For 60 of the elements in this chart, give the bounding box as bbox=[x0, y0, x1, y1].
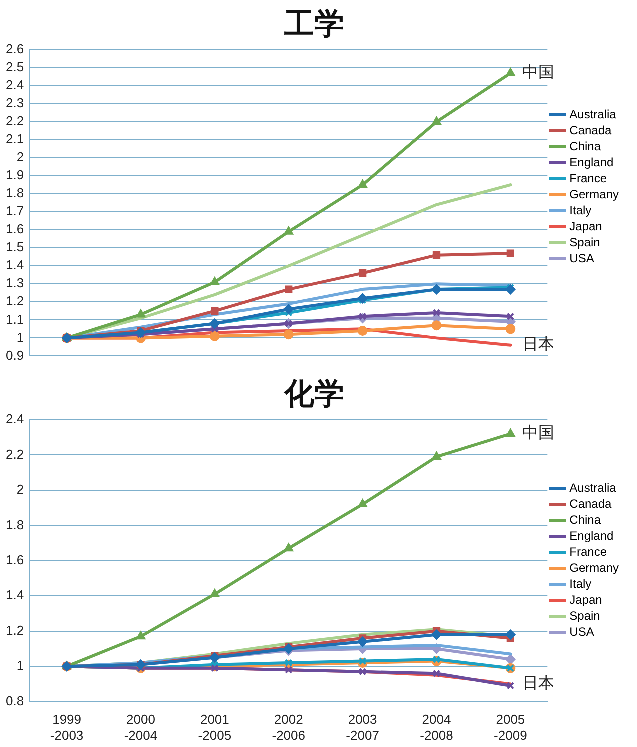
y-tick-label: 1.8 bbox=[6, 186, 24, 201]
y-tick-label: 1.4 bbox=[6, 588, 24, 603]
y-tick-label: 2.2 bbox=[6, 114, 24, 129]
y-tick-label: 2.1 bbox=[6, 132, 24, 147]
y-tick-label: 1.6 bbox=[6, 222, 24, 237]
legend-label: Germany bbox=[570, 187, 620, 202]
x-tick-label: 2000 -2004 bbox=[124, 712, 158, 743]
legend-label: Japan bbox=[570, 219, 602, 234]
legend-label: France bbox=[570, 544, 608, 559]
chart-title: 工学 bbox=[284, 6, 344, 42]
legend-label: China bbox=[570, 139, 602, 154]
y-tick-label: 1.7 bbox=[6, 204, 24, 219]
y-tick-label: 2 bbox=[16, 482, 24, 498]
legend-label: USA bbox=[570, 624, 594, 639]
x-tick-label: 2005 -2009 bbox=[494, 712, 528, 743]
legend-label: Australia bbox=[570, 480, 617, 495]
y-tick-label: 1.2 bbox=[6, 294, 24, 309]
x-tick-label: 2004 -2008 bbox=[420, 712, 454, 743]
y-tick-label: 1.1 bbox=[6, 312, 24, 327]
annotation: 日本 bbox=[522, 334, 555, 354]
y-tick-label: 0.8 bbox=[6, 693, 24, 708]
y-tick-label: 1 bbox=[16, 330, 24, 345]
annotation: 中国 bbox=[522, 423, 555, 442]
legend-label: USA bbox=[570, 251, 594, 266]
x-tick-label: 1999 -2003 bbox=[50, 712, 84, 743]
y-tick-label: 1.4 bbox=[6, 258, 24, 273]
legend-label: Italy bbox=[570, 203, 592, 218]
legend-label: Spain bbox=[570, 608, 600, 623]
x-tick-label: 2002 -2006 bbox=[272, 712, 306, 743]
legend-label: Japan bbox=[570, 592, 602, 607]
y-tick-label: 1.5 bbox=[6, 240, 24, 255]
legend-label: Germany bbox=[570, 560, 620, 575]
y-tick-label: 2 bbox=[16, 150, 24, 165]
x-tick-label: 2003 -2007 bbox=[346, 712, 380, 743]
y-tick-label: 2.4 bbox=[6, 412, 24, 427]
legend-label: Canada bbox=[570, 496, 612, 511]
legend-label: England bbox=[570, 528, 614, 543]
y-tick-label: 2.6 bbox=[6, 42, 24, 57]
legend-label: Italy bbox=[570, 576, 592, 591]
y-tick-label: 2.5 bbox=[6, 60, 24, 75]
legend-label: Canada bbox=[570, 123, 612, 138]
y-tick-label: 1.8 bbox=[6, 517, 24, 532]
y-tick-label: 0.9 bbox=[6, 348, 24, 363]
y-tick-label: 2.2 bbox=[6, 446, 24, 462]
y-tick-label: 1.9 bbox=[6, 168, 24, 183]
legend-label: China bbox=[570, 512, 602, 527]
legend-label: Spain bbox=[570, 235, 600, 250]
y-tick-label: 1.6 bbox=[6, 552, 24, 568]
y-tick-label: 1 bbox=[16, 658, 24, 674]
legend-label: Australia bbox=[570, 107, 617, 122]
y-tick-label: 1.3 bbox=[6, 276, 24, 291]
annotation: 日本 bbox=[522, 673, 555, 692]
y-tick-label: 2.3 bbox=[6, 96, 24, 111]
y-tick-label: 2.4 bbox=[6, 78, 24, 93]
annotation: 中国 bbox=[522, 62, 555, 82]
legend-label: France bbox=[570, 171, 608, 186]
x-tick-label: 2001 -2005 bbox=[198, 712, 232, 743]
legend-label: England bbox=[570, 155, 614, 170]
chart-title: 化学 bbox=[284, 376, 344, 412]
y-tick-label: 1.2 bbox=[6, 622, 24, 638]
